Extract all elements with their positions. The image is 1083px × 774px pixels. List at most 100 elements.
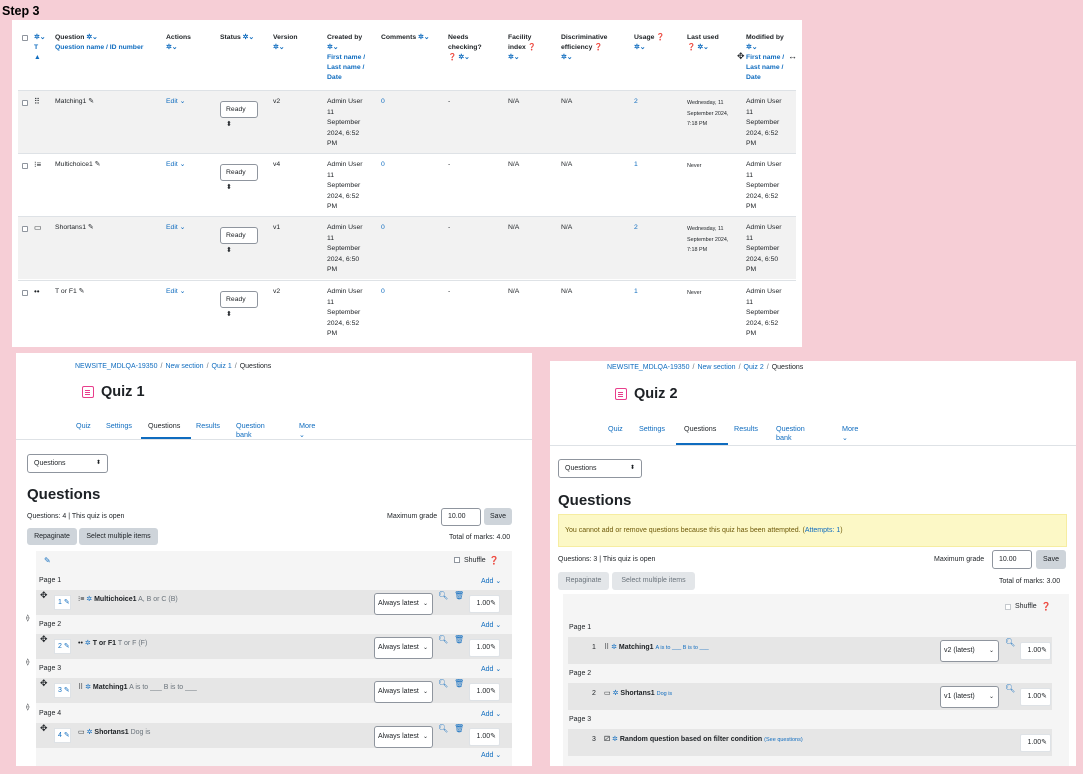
edit-action-menu[interactable]: Edit ⌄ [166,288,186,295]
slot-number[interactable]: 3 ✎ [54,683,71,698]
breadcrumb-quiz-link[interactable]: Quiz 1 [211,363,232,370]
tab-question-bank[interactable]: Question bank [776,424,805,442]
gear-icon[interactable]: ✲⌄ [273,44,285,51]
question-name[interactable]: Matching1 [618,644,654,651]
usage-link[interactable]: 1 [634,288,638,295]
tab-questions[interactable]: Questions [684,424,717,433]
max-mark[interactable]: 1.00✎ [469,728,500,746]
tab-more[interactable]: More ⌄ [299,421,316,439]
gear-icon[interactable]: ✲⌄ [86,34,98,41]
edit-action-menu[interactable]: Edit ⌄ [166,224,186,231]
slot-number[interactable]: 4 ✎ [54,728,71,743]
version-select[interactable]: Always latest ⌄ [374,726,433,748]
row-checkbox[interactable] [22,163,28,169]
delete-trash-icon[interactable]: 🗑︎ [454,679,465,688]
help-icon[interactable]: ❓ [656,34,665,41]
save-button[interactable]: Save [1036,550,1066,569]
version-select[interactable]: Always latest ⌄ [374,637,433,659]
gear-icon[interactable]: ✲⌄ [746,44,758,51]
slot-number[interactable]: 2 ✎ [54,639,71,654]
tab-settings[interactable]: Settings [106,421,132,430]
breadcrumb-section-link[interactable]: New section [165,363,204,370]
gear-icon[interactable]: ✲⌄ [418,34,430,41]
attempts-link[interactable]: Attempts: 1 [804,527,841,534]
preview-magnifier-icon[interactable]: 🔍︎ [438,591,449,600]
slot-number[interactable]: 1 ✎ [54,595,71,610]
gear-icon[interactable]: ✲ [86,596,93,603]
help-icon[interactable]: ❓ [687,44,696,51]
tab-results[interactable]: Results [734,424,758,433]
status-select[interactable]: Ready ⬍ [220,101,258,128]
question-name[interactable]: Shortans1 [94,729,129,736]
save-button[interactable]: Save [484,508,512,525]
breadcrumb-course-link[interactable]: NEWSITE_MDLQA-19350 [607,364,690,371]
delete-trash-icon[interactable]: 🗑︎ [454,635,465,644]
tab-quiz[interactable]: Quiz [608,424,623,433]
tab-question-bank[interactable]: Question bank [236,421,265,439]
quiz-navigation-select[interactable]: Questions ⬍ [27,454,108,473]
page-break-icon[interactable]: ⟠ [26,615,30,622]
move-handle-icon[interactable]: ✥ [40,723,48,733]
sort-modified-date-link[interactable]: Date [746,74,761,81]
delete-trash-icon[interactable]: 🗑︎ [454,724,465,733]
status-select[interactable]: Ready ⬍ [220,291,258,318]
gear-icon[interactable]: ✲ [84,640,91,647]
preview-magnifier-icon[interactable]: 🔍︎ [1005,638,1016,647]
usage-link[interactable]: 2 [634,98,638,105]
sort-modified-first-name-link[interactable]: First name / [746,54,785,61]
preview-magnifier-icon[interactable]: 🔍︎ [438,635,449,644]
help-icon[interactable]: ❓ [1041,602,1051,611]
row-checkbox[interactable] [22,100,28,106]
add-menu[interactable]: Add ⌄ [481,666,502,673]
comments-link[interactable]: 0 [381,98,385,105]
shuffle-checkbox[interactable] [454,557,460,563]
status-select[interactable]: Ready ⬍ [220,164,258,191]
page-break-icon[interactable]: ⟠ [26,659,30,666]
help-icon[interactable]: ❓ [527,44,537,51]
breadcrumb-course-link[interactable]: NEWSITE_MDLQA-19350 [75,363,158,370]
help-icon[interactable]: ❓ [448,54,457,61]
max-mark[interactable]: 1.00✎ [1020,642,1051,660]
comments-link[interactable]: 0 [381,224,385,231]
gear-icon[interactable]: ✲ [85,684,91,691]
question-name[interactable]: Matching1 [92,684,128,691]
add-menu[interactable]: Add ⌄ [481,711,502,718]
question-name[interactable]: Random question based on filter conditio… [619,736,763,743]
edit-action-menu[interactable]: Edit ⌄ [166,98,186,105]
sort-created-first-name-link[interactable]: First name / [327,54,366,61]
maximum-grade-input[interactable]: 10.00 [992,550,1032,569]
edit-pencil-icon[interactable]: ✎ [88,98,94,105]
quiz-navigation-select[interactable]: Questions ⬍ [558,459,642,478]
tab-results[interactable]: Results [196,421,220,430]
edit-action-menu[interactable]: Edit ⌄ [166,161,186,168]
move-handle-icon[interactable]: ✥ [40,678,48,688]
select-all-checkbox[interactable] [22,35,28,41]
type-column-header[interactable]: ✲⌄ T ▲ [34,33,45,63]
gear-icon[interactable]: ✲⌄ [242,34,255,41]
usage-link[interactable]: 1 [634,161,638,168]
gear-icon[interactable]: ✲⌄ [458,54,470,61]
select-multiple-button[interactable]: Select multiple items [79,528,158,545]
sort-type-link[interactable]: T [34,44,39,51]
question-name[interactable]: Multichoice1 [94,596,137,603]
repaginate-button[interactable]: Repaginate [27,528,77,545]
max-mark[interactable]: 1.00✎ [1020,688,1051,706]
tab-questions[interactable]: Questions [148,421,181,430]
gear-icon[interactable]: ✲ [612,690,619,697]
gear-icon[interactable]: ✲⌄ [327,44,339,51]
max-mark[interactable]: 1.00✎ [469,683,500,701]
comments-link[interactable]: 0 [381,161,385,168]
gear-icon[interactable]: ✲⌄ [697,44,709,51]
edit-pencil-icon[interactable]: ✎ [87,224,94,231]
tab-quiz[interactable]: Quiz [76,421,91,430]
comments-link[interactable]: 0 [381,288,385,295]
delete-trash-icon[interactable]: 🗑︎ [454,591,465,600]
max-mark[interactable]: 1.00✎ [469,639,500,657]
question-preview-text[interactable]: (See questions) [764,737,803,743]
version-select[interactable]: Always latest ⌄ [374,681,433,703]
gear-icon[interactable]: ✲⌄ [561,54,573,61]
max-mark[interactable]: 1.00✎ [469,595,500,613]
row-checkbox[interactable] [22,226,28,232]
gear-icon[interactable]: ✲⌄ [634,44,646,51]
edit-pencil-icon[interactable]: ✎ [78,288,85,295]
